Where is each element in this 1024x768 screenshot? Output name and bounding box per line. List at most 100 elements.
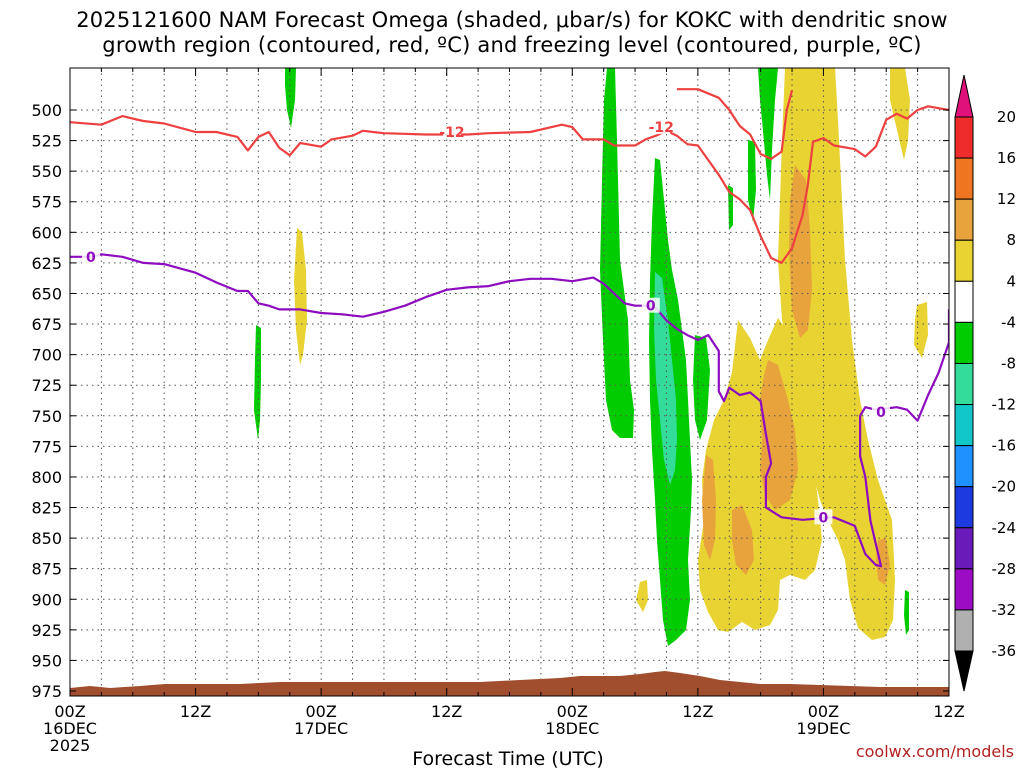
x-tick-label: 12Z (431, 702, 462, 721)
colorbar-swatch (954, 280, 974, 323)
colorbar-label: -8 (1001, 354, 1016, 372)
contour-label-bg (814, 509, 833, 525)
omega-shade-yellow (636, 580, 648, 612)
colorbar-swatch (954, 609, 974, 652)
contour-line (70, 253, 949, 568)
contour-label: 0 (876, 405, 886, 421)
y-tick-label: 800 (31, 468, 62, 487)
omega-shade-yellow (890, 68, 910, 160)
colorbar-swatch (954, 198, 974, 241)
colorbar-label: -36 (992, 642, 1017, 660)
y-tick-label: 950 (31, 651, 62, 670)
x-tick-label: 17DEC (294, 719, 348, 738)
colorbar-top-arrow (954, 74, 974, 118)
colorbar-swatch (954, 486, 974, 529)
colorbar-swatch (954, 445, 974, 488)
colorbar-label: -12 (992, 396, 1017, 414)
terrain-ground (70, 671, 949, 696)
page-title: 2025121600 NAM Forecast Omega (shaded, μ… (0, 8, 1024, 58)
colorbar-label: 8 (1006, 231, 1016, 249)
y-tick-label: 775 (31, 437, 62, 456)
y-tick-label: 525 (31, 132, 62, 151)
colorbar-swatch (954, 321, 974, 364)
y-tick-label: 725 (31, 376, 62, 395)
contour-label-bg (652, 119, 671, 135)
colorbar-label: -20 (992, 478, 1017, 496)
colorbar-swatch (954, 527, 974, 570)
contour-line (70, 105, 949, 264)
title-line-1: 2025121600 NAM Forecast Omega (shaded, μ… (76, 8, 948, 32)
omega-shading (254, 68, 928, 646)
omega-shade-green (600, 68, 634, 438)
contour-labels: -12 -12 0 0 0 0 (81, 119, 890, 526)
y-tick-label: 675 (31, 315, 62, 334)
y-tick-label: 600 (31, 223, 62, 242)
omega-shade-teal (654, 272, 677, 485)
omega-shade-green (728, 185, 733, 230)
contour-label-bg (641, 297, 660, 313)
colorbar-label: -28 (992, 560, 1017, 578)
contour-label: 0 (86, 250, 96, 266)
y-tick-label: 975 (31, 682, 62, 701)
y-tick-label: 750 (31, 407, 62, 426)
x-tick-label: 16DEC (43, 719, 97, 738)
colorbar-label: -16 (992, 437, 1017, 455)
omega-shade-tan (760, 360, 798, 510)
y-tick-label: 850 (31, 529, 62, 548)
colorbar-swatch (954, 362, 974, 406)
colorbar-label: 16 (997, 149, 1016, 167)
y-tick-label: 700 (31, 346, 62, 365)
colorbar-swatch (954, 239, 974, 282)
x-tick-label: 00Z (808, 702, 839, 721)
colorbar-swatch (954, 157, 974, 200)
y-tick-label: 900 (31, 590, 62, 609)
y-tick-label: 925 (31, 621, 62, 640)
x-tick-label: 12Z (180, 702, 211, 721)
x-tick-label: 12Z (682, 702, 713, 721)
title-line-2: growth region (contoured, red, ºC) and f… (102, 33, 922, 57)
x-tick-label: 19DEC (796, 719, 850, 738)
y-tick-label: 650 (31, 284, 62, 303)
colorbar-label: 12 (997, 190, 1016, 208)
colorbar-label: -4 (1001, 313, 1016, 331)
x-tick-label: 00Z (557, 702, 588, 721)
contours (70, 88, 949, 568)
colorbar-bottom-arrow (954, 650, 974, 692)
contour-label-bg (81, 248, 100, 264)
omega-shade-tan (789, 165, 812, 338)
x-tick-label: 00Z (305, 702, 336, 721)
omega-shade-tan (732, 505, 754, 575)
y-tick-label: 875 (31, 560, 62, 579)
omega-shade-yellow (914, 302, 928, 358)
omega-shade-tan (876, 538, 890, 585)
colorbar-swatch (954, 568, 974, 611)
omega-shade-green (758, 68, 778, 200)
omega-shade-green (904, 590, 909, 635)
colorbar-label: 20 (997, 108, 1016, 126)
y-tick-label: 500 (31, 101, 62, 120)
colorbar-legend: 20 16 12 8 4 -4 -8 -12 -16 -20 -24 -28 -32 -36 (954, 74, 1017, 692)
omega-shade-yellow (294, 228, 307, 365)
contour-label-bg (442, 124, 461, 140)
y-tick-label: 550 (31, 162, 62, 181)
y-tick-label: 625 (31, 254, 62, 273)
contour-label: -12 (439, 125, 464, 141)
x-tick-label: 2025 (50, 736, 91, 755)
colorbar-label: -24 (992, 519, 1017, 537)
x-tick-label: 18DEC (545, 719, 599, 738)
colorbar-label: -32 (992, 601, 1017, 619)
omega-shade-green (285, 68, 296, 128)
credit-text: coolwx.com/models (856, 742, 1014, 761)
x-axis-title: Forecast Time (UTC) (412, 748, 603, 768)
colorbar-swatch (954, 116, 974, 159)
omega-shade-green (748, 140, 756, 222)
contour-label: 0 (819, 510, 829, 526)
colorbar-swatch (954, 404, 974, 447)
y-tick-label: 825 (31, 499, 62, 518)
contour-label: -12 (649, 120, 674, 136)
colorbar-label: 4 (1006, 272, 1016, 290)
x-tick-label: 12Z (933, 702, 964, 721)
contour-line (676, 88, 794, 160)
